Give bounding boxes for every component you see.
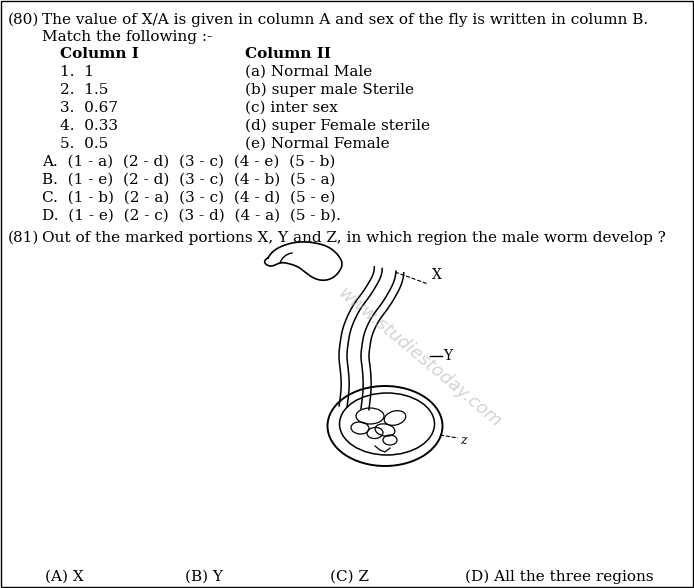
Text: Column I: Column I [60,47,139,61]
Text: (80): (80) [8,13,40,27]
Text: Out of the marked portions X, Y and Z, in which region the male worm develop ?: Out of the marked portions X, Y and Z, i… [42,231,666,245]
Text: Column II: Column II [245,47,331,61]
Text: (e) Normal Female: (e) Normal Female [245,137,389,151]
Text: 1.  1: 1. 1 [60,65,94,79]
Text: (D) All the three regions: (D) All the three regions [465,570,654,584]
Text: 2.  1.5: 2. 1.5 [60,83,108,97]
Text: Y: Y [443,349,452,363]
Text: (C) Z: (C) Z [330,570,369,584]
Text: www.studiestoday.com: www.studiestoday.com [335,285,505,432]
Text: B.  (1 - e)  (2 - d)  (3 - c)  (4 - b)  (5 - a): B. (1 - e) (2 - d) (3 - c) (4 - b) (5 - … [42,173,335,187]
Text: C.  (1 - b)  (2 - a)  (3 - c)  (4 - d)  (5 - e): C. (1 - b) (2 - a) (3 - c) (4 - d) (5 - … [42,191,335,205]
Text: (A) X: (A) X [45,570,84,584]
Text: 4.  0.33: 4. 0.33 [60,119,118,133]
Text: (b) super male Sterile: (b) super male Sterile [245,83,414,98]
Text: X: X [432,268,442,282]
Text: Match the following :-: Match the following :- [42,30,212,44]
Text: 5.  0.5: 5. 0.5 [60,137,108,151]
Text: D.  (1 - e)  (2 - c)  (3 - d)  (4 - a)  (5 - b).: D. (1 - e) (2 - c) (3 - d) (4 - a) (5 - … [42,209,341,223]
Text: (a) Normal Male: (a) Normal Male [245,65,372,79]
Text: (B) Y: (B) Y [185,570,223,584]
Text: z: z [460,433,466,446]
Text: 3.  0.67: 3. 0.67 [60,101,118,115]
Text: A.  (1 - a)  (2 - d)  (3 - c)  (4 - e)  (5 - b): A. (1 - a) (2 - d) (3 - c) (4 - e) (5 - … [42,155,335,169]
Text: (d) super Female sterile: (d) super Female sterile [245,119,430,133]
Text: The value of X/A is given in column A and sex of the fly is written in column B.: The value of X/A is given in column A an… [42,13,648,27]
Text: (c) inter sex: (c) inter sex [245,101,338,115]
Text: (81): (81) [8,231,40,245]
